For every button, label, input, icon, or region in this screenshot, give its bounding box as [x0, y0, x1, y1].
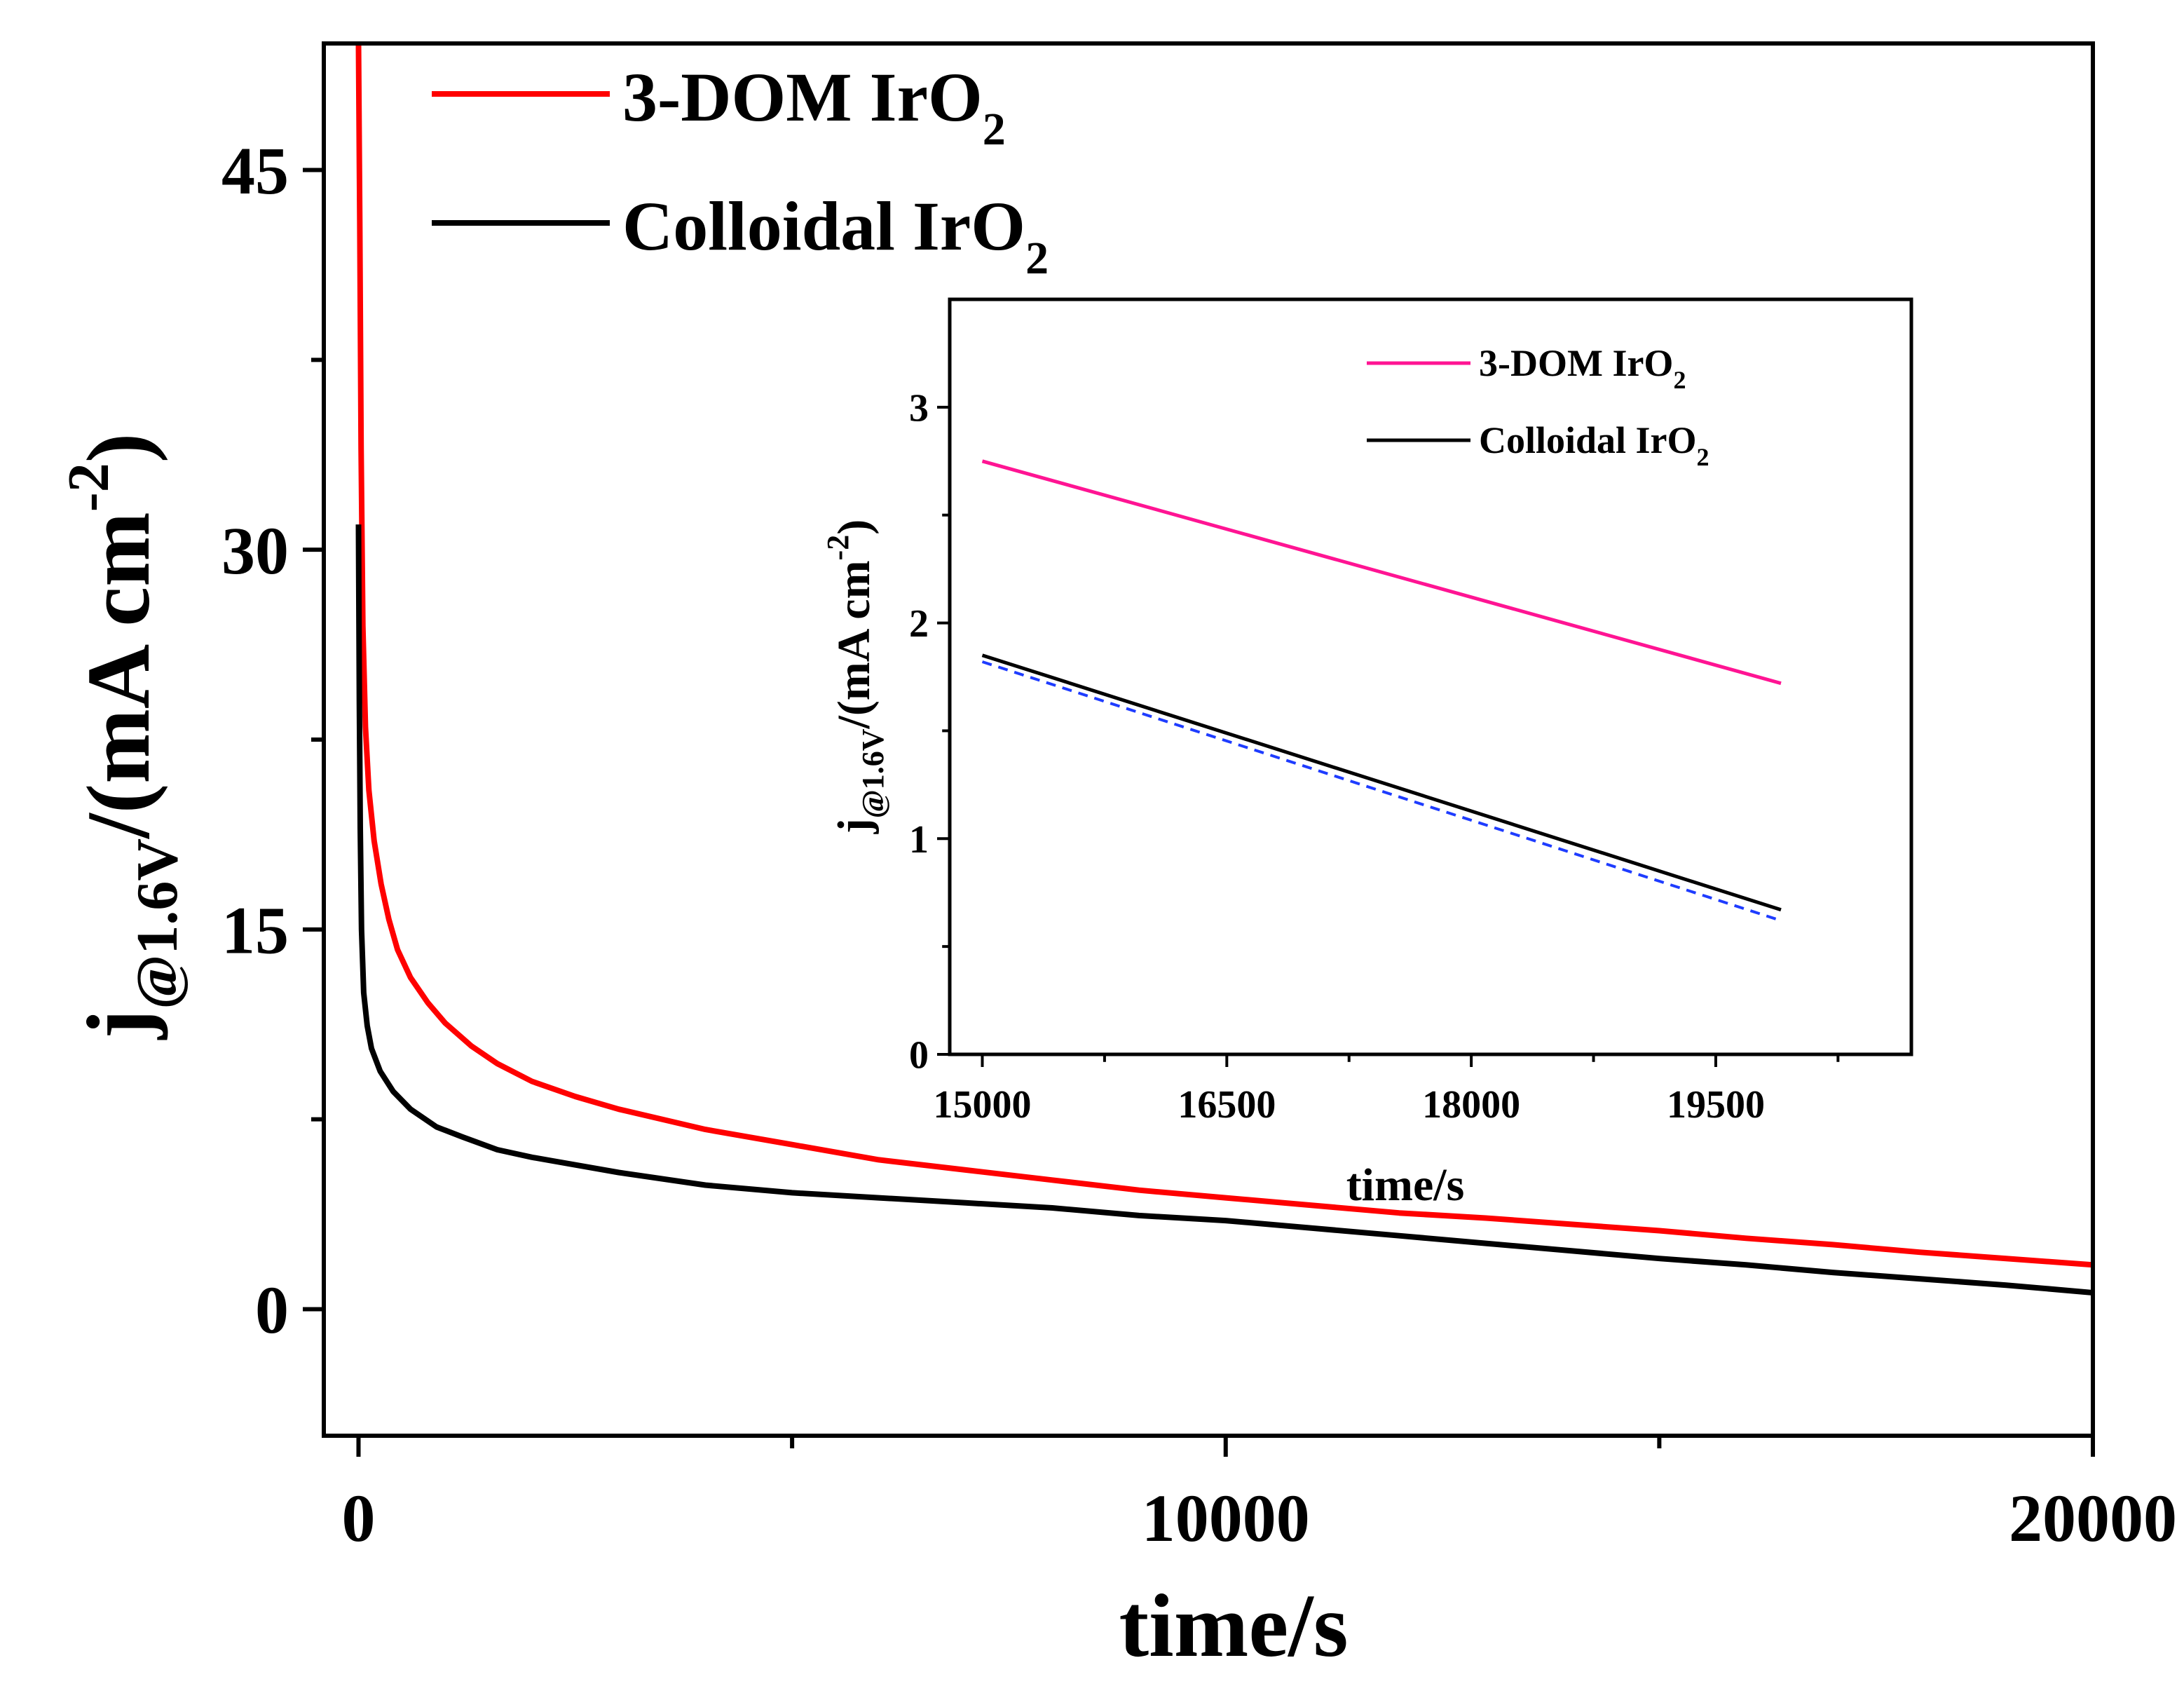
main-x-tick-label: 10000 [1142, 1481, 1310, 1556]
main-y-label-main: j [69, 1009, 168, 1041]
main-y-label-close: ) [69, 433, 168, 463]
main-x-ticks: 0 10000 20000 [341, 1436, 2177, 1556]
main-legend: 3-DOM IrO2 Colloidal IrO2 [432, 58, 1049, 284]
main-x-tick-label: 0 [341, 1481, 375, 1556]
inset-plot-lines [981, 459, 1782, 923]
inset-y-tick-label: 3 [909, 386, 929, 430]
main-legend-label-colloidal: Colloidal IrO2 [622, 187, 1049, 284]
main-x-axis-label: time/s [1119, 1576, 1349, 1675]
inset-x-tick-label: 18000 [1422, 1083, 1520, 1127]
inset-y-tick-label: 2 [909, 602, 929, 646]
main-y-tick-label: 30 [221, 513, 289, 588]
inset-y-label-main: j [828, 818, 880, 834]
inset-x-tick-label: 19500 [1667, 1083, 1765, 1127]
main-y-tick-label: 45 [221, 133, 289, 208]
inset-series-line-0 [981, 459, 1782, 686]
inset-y-axis-label: j@1.6V/(mA cm-2) [821, 519, 890, 834]
main-y-label-rest: /(mA cm [69, 512, 168, 840]
main-y-ticks: 0 15 30 45 [221, 133, 324, 1347]
inset-x-tick-label: 15000 [934, 1083, 1032, 1127]
inset-background [950, 299, 1911, 1054]
inset-x-tick-label: 16500 [1178, 1083, 1276, 1127]
inset-series-line-2 [981, 660, 1782, 923]
inset-x-ticks: 15000 16500 18000 19500 [934, 1054, 1840, 1127]
inset-legend: 3-DOM IrO2 Colloidal IrO2 [1367, 342, 1709, 471]
inset-y-label-superscript: -2 [821, 535, 855, 561]
main-x-tick-label: 20000 [2009, 1481, 2177, 1556]
main-legend-label-dom: 3-DOM IrO2 [622, 58, 1006, 155]
inset-series-line-1 [981, 653, 1782, 912]
main-y-axis-label: j@1.6V/(mA cm-2) [56, 433, 190, 1041]
inset-y-label-rest: /(mA cm [828, 560, 880, 729]
inset-legend-label-colloidal: Colloidal IrO2 [1479, 419, 1709, 471]
main-plot-lines [355, 43, 2093, 1296]
inset-y-ticks: 0 1 2 3 [909, 386, 950, 1077]
inset-y-tick-label: 0 [909, 1034, 929, 1077]
main-y-label-subscript: @1.6V [125, 838, 190, 1009]
inset-y-label-close: ) [828, 519, 880, 535]
inset-legend-label-dom: 3-DOM IrO2 [1479, 342, 1686, 394]
main-series-line-1 [355, 524, 2093, 1296]
inset-chart: 15000 16500 18000 19500 0 1 2 3 time/s j@1.6V/… [821, 297, 1913, 1211]
inset-y-label-subscript: @1.6V [856, 728, 890, 818]
inset-y-tick-label: 1 [909, 818, 929, 862]
inset-x-axis-label: time/s [1346, 1160, 1465, 1211]
main-y-tick-label: 0 [255, 1272, 289, 1347]
main-y-label-superscript: -2 [56, 463, 121, 512]
main-series-line-0 [355, 43, 2093, 1268]
inset-plot-frame [948, 297, 1913, 1056]
main-y-tick-label: 15 [221, 892, 289, 967]
